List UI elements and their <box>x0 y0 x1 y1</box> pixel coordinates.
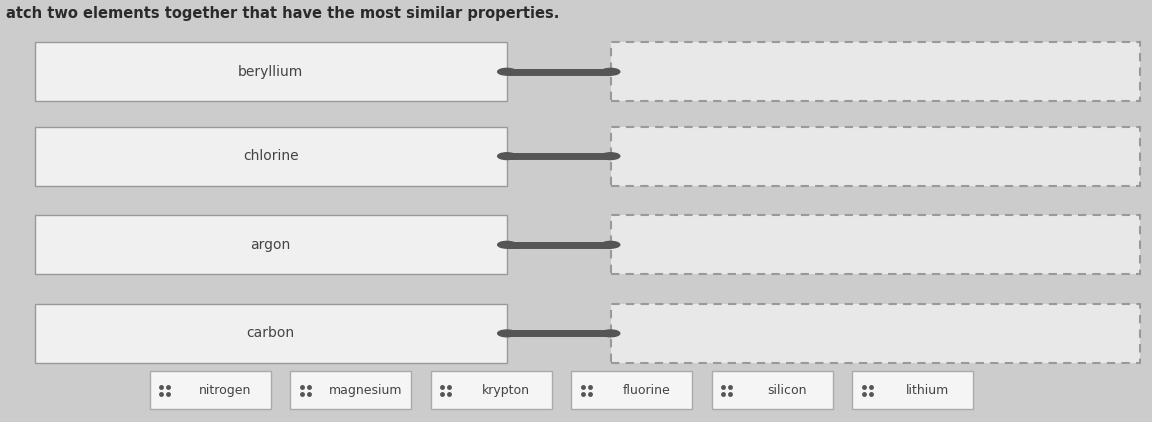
Text: krypton: krypton <box>483 384 530 397</box>
FancyBboxPatch shape <box>431 371 552 409</box>
FancyBboxPatch shape <box>852 371 973 409</box>
FancyBboxPatch shape <box>611 42 1140 101</box>
Text: silicon: silicon <box>767 384 808 397</box>
Circle shape <box>498 153 516 160</box>
FancyBboxPatch shape <box>35 215 507 274</box>
FancyBboxPatch shape <box>290 371 411 409</box>
Circle shape <box>601 68 620 75</box>
Text: beryllium: beryllium <box>238 65 303 79</box>
Text: chlorine: chlorine <box>243 149 298 163</box>
FancyBboxPatch shape <box>35 127 507 186</box>
Text: argon: argon <box>251 238 290 252</box>
FancyBboxPatch shape <box>35 42 507 101</box>
Text: carbon: carbon <box>247 326 295 341</box>
Circle shape <box>601 330 620 337</box>
FancyBboxPatch shape <box>35 304 507 363</box>
Text: magnesium: magnesium <box>329 384 402 397</box>
Circle shape <box>601 153 620 160</box>
FancyBboxPatch shape <box>611 304 1140 363</box>
Circle shape <box>498 330 516 337</box>
FancyBboxPatch shape <box>712 371 833 409</box>
Text: lithium: lithium <box>907 384 949 397</box>
FancyBboxPatch shape <box>150 371 271 409</box>
Circle shape <box>498 241 516 248</box>
Text: fluorine: fluorine <box>623 384 670 397</box>
FancyBboxPatch shape <box>611 127 1140 186</box>
Text: nitrogen: nitrogen <box>199 384 251 397</box>
FancyBboxPatch shape <box>611 215 1140 274</box>
FancyBboxPatch shape <box>571 371 692 409</box>
Circle shape <box>601 241 620 248</box>
Text: atch two elements together that have the most similar properties.: atch two elements together that have the… <box>6 6 559 22</box>
Circle shape <box>498 68 516 75</box>
